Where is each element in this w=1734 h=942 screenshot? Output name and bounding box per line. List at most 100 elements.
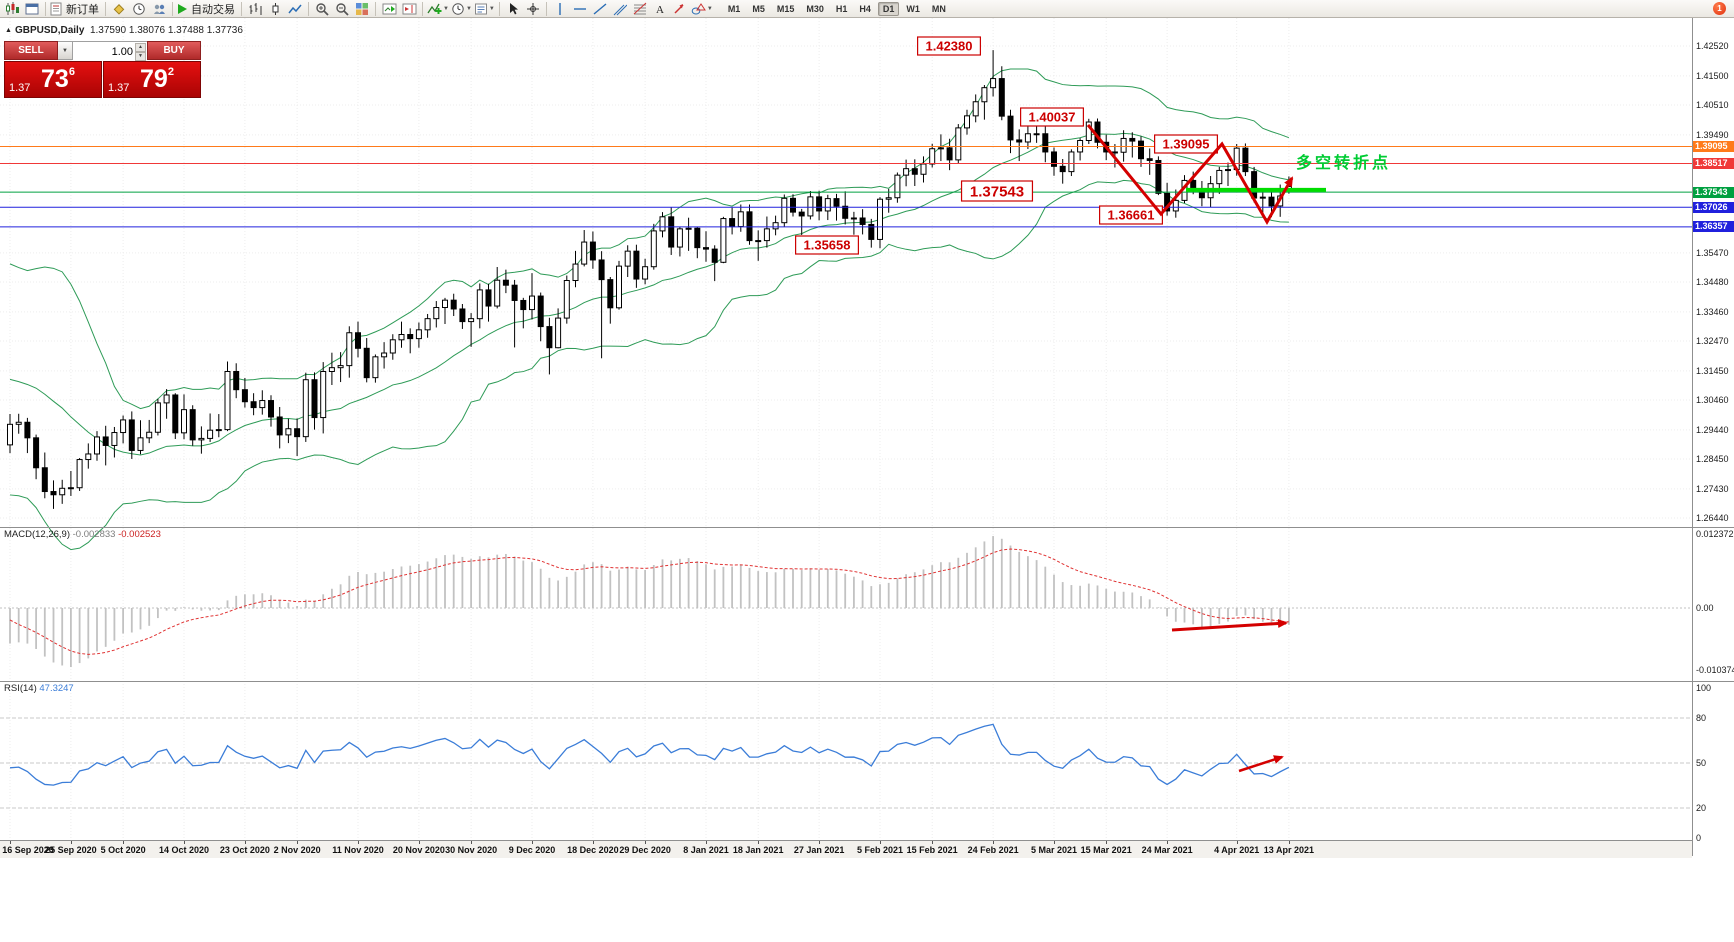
arrow-tool-icon[interactable]: [670, 1, 690, 17]
chart-shift-icon[interactable]: [399, 1, 419, 17]
buy-price-prefix: 1.37: [108, 82, 130, 94]
price-annotation[interactable]: 1.36661: [1099, 205, 1163, 225]
rsi-arrow[interactable]: [1238, 755, 1284, 773]
alarm-icon[interactable]: [129, 1, 149, 17]
time-axis[interactable]: 16 Sep 2020 25 Sep 2020 5 Oct 2020 14 Oct 2…: [0, 840, 1692, 858]
one-click-trading-panel: SELL ▼ ▲▼ BUY 1.37 73 6 1.37 79 2: [4, 41, 201, 98]
time-axis-label: 5 Feb 2021: [856, 845, 904, 855]
market-watch-icon[interactable]: [109, 1, 129, 17]
svg-text:1.35658: 1.35658: [804, 238, 851, 253]
tile-windows-icon[interactable]: [352, 1, 372, 17]
horizontal-lines[interactable]: [0, 146, 1692, 228]
price-scale[interactable]: 1.42520 1.41500 1.40510 1.39490 1.35470 1.344…: [1692, 18, 1734, 856]
price-annotation[interactable]: 1.40037: [1020, 107, 1084, 127]
time-axis-label: 9 Dec 2020: [508, 845, 556, 855]
price-scale-label: 0: [1696, 833, 1702, 843]
sell-button[interactable]: SELL: [4, 41, 58, 60]
crosshair-icon[interactable]: [523, 1, 543, 17]
macd-header: MACD(12,26,9) -0.002833 -0.002523: [4, 529, 161, 540]
periods-icon[interactable]: ▼: [450, 1, 473, 17]
line-chart-icon[interactable]: [285, 1, 305, 17]
time-axis-tick: [932, 841, 934, 844]
trend-arrow[interactable]: [1086, 124, 1294, 226]
time-axis-tick: [244, 841, 246, 844]
timeframe-h1[interactable]: H1: [835, 3, 848, 14]
macd-arrow[interactable]: [1171, 618, 1288, 632]
shapes-icon[interactable]: ▼: [690, 1, 714, 17]
price-annotation[interactable]: 1.42380: [917, 36, 981, 56]
new-order-button[interactable]: 新订单: [49, 1, 102, 17]
timeframe-m5[interactable]: M5: [752, 3, 765, 14]
fibonacci-icon[interactable]: [630, 1, 650, 17]
toolbar-separator: [172, 1, 173, 16]
panel-separator[interactable]: [0, 527, 1734, 528]
time-axis-label: 27 Jan 2021: [793, 845, 845, 855]
trendline-icon[interactable]: [590, 1, 610, 17]
volume-field: ▲▼: [73, 41, 147, 61]
time-axis-tick: [418, 841, 420, 844]
time-axis-tick: [706, 841, 707, 844]
timeframe-m30[interactable]: M30: [806, 3, 824, 14]
time-axis-label: 18 Dec 2020: [567, 845, 619, 855]
time-axis-label: 20 Nov 2020: [392, 845, 445, 855]
vertical-line-icon[interactable]: [550, 1, 570, 17]
price-annotation[interactable]: 1.39095: [1154, 134, 1218, 154]
new-chart-icon[interactable]: [2, 1, 22, 17]
price-scale-label: 1.32470: [1696, 335, 1729, 346]
time-axis-label: 15 Feb 2021: [906, 845, 958, 855]
timeframe-m1[interactable]: M1: [727, 3, 741, 14]
indicators-icon[interactable]: ▼: [426, 1, 450, 17]
time-axis-tick: [880, 841, 881, 844]
toolbar-separator: [545, 1, 547, 16]
timeframe-h4[interactable]: H4: [859, 3, 871, 14]
channel-icon[interactable]: [610, 1, 630, 17]
candle-chart-icon[interactable]: [265, 1, 285, 17]
time-axis-label: 23 Oct 2020: [219, 845, 270, 855]
price-scale-label: 1.35470: [1696, 247, 1729, 258]
macd-value: -0.002833: [72, 529, 116, 540]
buy-button[interactable]: BUY: [147, 41, 201, 60]
rsi-header: RSI(14) 47.3247: [4, 683, 74, 694]
buy-price-button[interactable]: 1.37 79 2: [103, 61, 201, 98]
price-scale-label: 1.33460: [1696, 306, 1729, 317]
timeframe-w1[interactable]: W1: [906, 3, 920, 14]
bar-chart-icon[interactable]: [245, 1, 265, 17]
templates-icon[interactable]: ▼: [473, 1, 496, 17]
chart-canvas[interactable]: 1.42380 1.40037 1.39095 1.37543 1.36661 1.356…: [0, 18, 1692, 840]
main-toolbar: 新订单 自动交易 ▼ ▼ ▼ A ▼ M1 M5 M15 M30 H1 H4 D1 W1 MN 1: [0, 0, 1734, 18]
annotations[interactable]: 1.42380 1.40037 1.39095 1.37543 1.36661 1.356…: [795, 36, 1391, 773]
zoom-in-icon[interactable]: [312, 1, 332, 17]
chart-note-text[interactable]: 多空转折点: [1296, 153, 1391, 172]
price-annotation[interactable]: 1.35658: [795, 235, 859, 255]
time-axis-tick: [184, 841, 185, 844]
panel-separator[interactable]: [0, 681, 1734, 682]
grid: [0, 18, 1692, 840]
zoom-out-icon[interactable]: [332, 1, 352, 17]
volume-dropdown[interactable]: ▼: [58, 41, 73, 60]
volume-input[interactable]: [73, 43, 147, 61]
notification-badge[interactable]: 1: [1713, 2, 1726, 15]
time-axis-label: 24 Feb 2021: [967, 845, 1019, 855]
hline-price-badge: 1.36357: [1693, 221, 1734, 233]
cursor-icon[interactable]: [503, 1, 523, 17]
price-scale-label: 1.40510: [1696, 99, 1729, 110]
autotrading-button[interactable]: 自动交易: [176, 1, 238, 17]
timeframe-d1[interactable]: D1: [877, 1, 900, 16]
price-scale-label: 1.29440: [1696, 424, 1729, 435]
text-icon[interactable]: A: [650, 1, 670, 17]
timeframe-m15[interactable]: M15: [776, 3, 795, 14]
community-icon[interactable]: [149, 1, 169, 17]
volume-spinner[interactable]: ▲ ▼: [135, 43, 146, 61]
svg-text:A: A: [656, 4, 664, 16]
hline-price-badge: 1.37026: [1693, 201, 1734, 213]
horizontal-line-icon[interactable]: [570, 1, 590, 17]
timeframe-mn[interactable]: MN: [931, 3, 946, 14]
spin-down-icon[interactable]: ▼: [135, 52, 146, 61]
time-axis-tick: [297, 841, 299, 844]
price-annotation[interactable]: 1.37543: [960, 180, 1034, 202]
sell-price-pip: 6: [68, 66, 75, 78]
sell-price-button[interactable]: 1.37 73 6: [4, 61, 102, 98]
auto-scroll-icon[interactable]: [379, 1, 399, 17]
spin-up-icon[interactable]: ▲: [135, 43, 146, 52]
chart-window-icon[interactable]: [22, 1, 42, 17]
